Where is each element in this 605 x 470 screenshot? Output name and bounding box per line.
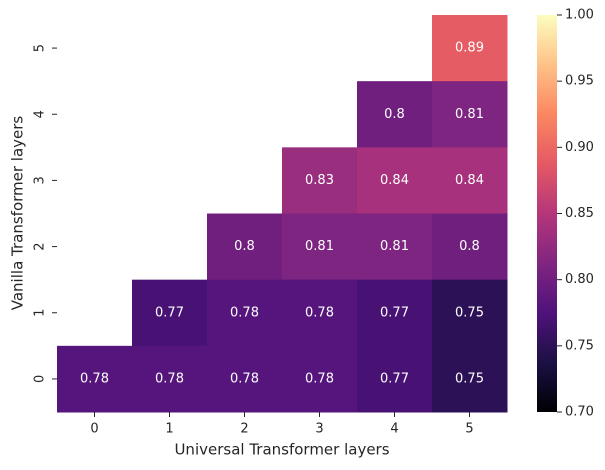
cell-label: 0.78 (305, 371, 334, 386)
x-tick-label: 1 (165, 422, 173, 437)
cell-label: 0.77 (155, 305, 184, 320)
y-tick-label: 0 (33, 375, 48, 383)
cell-label: 0.89 (455, 41, 484, 56)
colorbar-tick-label: 0.70 (565, 405, 594, 420)
y-axis-label: Vanilla Transformer layers (9, 116, 27, 311)
cell-label: 0.83 (305, 173, 334, 188)
y-tick-label: 5 (33, 44, 48, 52)
heatmap-cell (432, 345, 508, 413)
cell-label: 0.8 (384, 107, 405, 122)
cell-label: 0.75 (455, 305, 484, 320)
cell-label: 0.78 (80, 371, 109, 386)
heatmap-cell (357, 279, 433, 347)
y-tick-label: 2 (33, 242, 48, 250)
heatmap-cell (282, 213, 358, 281)
y-tick-label: 4 (33, 110, 48, 118)
heatmap-cell (432, 279, 508, 347)
heatmap-cell (207, 279, 283, 347)
heatmap-cell (357, 81, 433, 148)
colorbar-tick-label: 0.85 (565, 206, 594, 221)
heatmap-cell (132, 345, 208, 413)
cell-label: 0.84 (455, 173, 484, 188)
x-tick-label: 5 (465, 422, 473, 437)
y-tick-label: 3 (33, 176, 48, 184)
cell-label: 0.75 (455, 371, 484, 386)
x-axis-label: Universal Transformer layers (174, 441, 389, 459)
heatmap-cell (207, 345, 283, 413)
x-tick-label: 4 (390, 422, 398, 437)
cell-label: 0.8 (459, 239, 480, 254)
cell-label: 0.81 (380, 239, 409, 254)
heatmap-cell (432, 81, 508, 148)
heatmap-cell (357, 345, 433, 413)
colorbar-tick-label: 0.75 (565, 338, 594, 353)
heatmap-cell (207, 213, 283, 281)
heatmap-cell (57, 345, 133, 413)
colorbar (537, 15, 557, 412)
cell-label: 0.78 (230, 371, 259, 386)
cell-label: 0.84 (380, 173, 409, 188)
cell-label: 0.78 (305, 305, 334, 320)
x-tick-label: 0 (90, 422, 98, 437)
colorbar-tick-label: 0.90 (565, 140, 594, 155)
heatmap-cell (357, 147, 433, 214)
colorbar-tick-label: 0.95 (565, 74, 594, 89)
x-tick-label: 2 (240, 422, 248, 437)
cell-label: 0.81 (455, 107, 484, 122)
heatmap-cell (132, 279, 208, 347)
colorbar-tick-label: 0.80 (565, 272, 594, 287)
heatmap-cell (432, 213, 508, 281)
heatmap-cell (432, 15, 508, 82)
heatmap-cell (282, 279, 358, 347)
cell-label: 0.78 (230, 305, 259, 320)
y-tick-label: 1 (33, 309, 48, 317)
cell-label: 0.8 (234, 239, 255, 254)
heatmap-cell (282, 147, 358, 214)
cell-label: 0.78 (155, 371, 184, 386)
heatmap-cell (282, 345, 358, 413)
colorbar-tick-label: 1.00 (565, 8, 594, 23)
x-tick-label: 3 (315, 422, 323, 437)
heatmap-cell (357, 213, 433, 281)
cell-label: 0.81 (305, 239, 334, 254)
cell-label: 0.77 (380, 305, 409, 320)
cell-label: 0.77 (380, 371, 409, 386)
heatmap-cell (432, 147, 508, 214)
